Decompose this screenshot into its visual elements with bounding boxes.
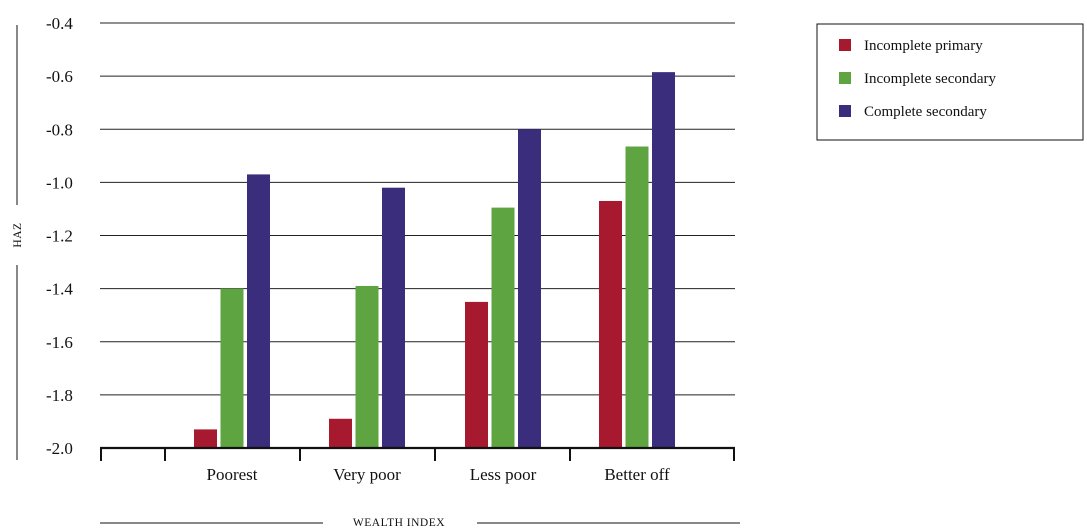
bar-incomplete-primary-less-poor [465, 301, 488, 448]
bar-complete-secondary-less-poor [518, 129, 541, 448]
bars [194, 72, 675, 448]
y-tick-label: -1.2 [46, 227, 73, 246]
bar-incomplete-primary-better-off [599, 200, 622, 448]
bar-incomplete-primary-very-poor [329, 418, 352, 448]
x-tick-label: Better off [604, 465, 670, 484]
y-tick-label: -1.6 [46, 333, 73, 352]
bar-complete-secondary-poorest [247, 174, 270, 448]
legend: Incomplete primary Incomplete secondary Co… [816, 23, 1084, 141]
y-tick-label: -0.6 [46, 67, 73, 86]
legend-swatch [839, 105, 851, 117]
y-tick-label: -1.8 [46, 386, 73, 405]
legend-label: Incomplete secondary [864, 71, 997, 87]
legend-swatch [839, 72, 851, 84]
x-tick-label: Poorest [207, 465, 258, 484]
bar-incomplete-secondary-very-poor [355, 285, 379, 448]
bar-complete-secondary-very-poor [382, 187, 405, 448]
gridlines [100, 22, 735, 396]
y-tick-label: -0.8 [46, 120, 73, 139]
y-axis-title: HAZ [12, 222, 24, 247]
y-tick-label: -0.4 [46, 14, 73, 33]
bar-incomplete-secondary-better-off [625, 146, 649, 448]
legend-swatch [839, 39, 851, 51]
bar-incomplete-secondary-less-poor [491, 207, 515, 448]
legend-label: Complete secondary [864, 104, 987, 120]
bar-incomplete-secondary-poorest [220, 288, 244, 448]
x-tick-label: Very poor [333, 465, 401, 484]
legend-label: Incomplete primary [864, 38, 983, 54]
legend-box [816, 23, 1084, 141]
x-axis-ticks: Poorest Very poor Less poor Better off [100, 448, 735, 484]
y-tick-label: -1.4 [46, 280, 73, 299]
y-tick-label: -1.0 [46, 173, 73, 192]
bar-incomplete-primary-poorest [194, 429, 217, 448]
y-axis-ticks: -0.4 -0.6 -0.8 -1.0 -1.2 -1.4 -1.6 -1.8 -2.0 [46, 14, 73, 458]
bar-complete-secondary-better-off [652, 72, 675, 448]
x-tick-label: Less poor [470, 465, 537, 484]
x-axis-title: WEALTH INDEX [353, 517, 445, 529]
y-tick-label: -2.0 [46, 439, 73, 458]
